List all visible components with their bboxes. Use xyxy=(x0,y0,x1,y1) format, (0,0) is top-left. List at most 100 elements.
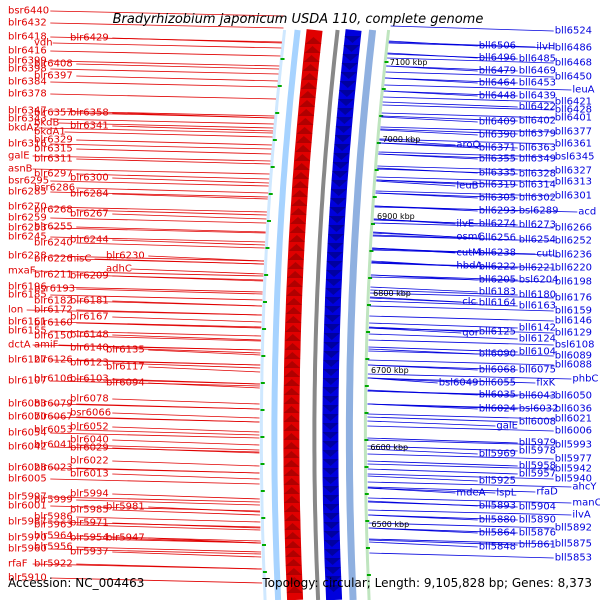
leader-line xyxy=(374,205,478,212)
gene-label: blr6140 xyxy=(70,343,109,354)
forward-cds-arrow xyxy=(337,108,354,115)
gene-label: hisC xyxy=(70,254,91,265)
forward-cds-arrow xyxy=(323,540,340,547)
forward-cds-arrow xyxy=(340,72,357,79)
leader-line xyxy=(112,213,267,220)
gene-label: bll5904 xyxy=(519,502,556,513)
leader-line xyxy=(367,500,478,507)
leader-line xyxy=(367,487,456,494)
leader-line xyxy=(50,577,263,584)
gene-label: adhC xyxy=(106,264,132,275)
gene-label: bll6524 xyxy=(555,26,592,37)
leader-line xyxy=(385,77,478,84)
gene-label: blr6315 xyxy=(34,144,73,155)
leader-line xyxy=(130,268,264,275)
leader-line xyxy=(367,463,554,470)
leader-line xyxy=(367,389,478,396)
gene-label: bll6180 xyxy=(519,290,556,301)
gene-label: bll6301 xyxy=(555,191,592,202)
leader-line xyxy=(375,192,478,199)
gc-marker xyxy=(261,517,266,519)
gene-label: blr6023 xyxy=(34,463,73,474)
forward-cds-arrow xyxy=(326,252,343,259)
leader-line xyxy=(112,239,265,246)
gene-label: asnB xyxy=(8,164,33,175)
reverse-cds-arrow xyxy=(283,388,300,395)
gene-label: blr6013 xyxy=(70,469,109,480)
gene-label: leuA xyxy=(572,85,594,96)
forward-cds-arrow xyxy=(322,387,339,394)
leader-line xyxy=(370,292,554,299)
leader-line xyxy=(370,289,518,296)
forward-cds-arrow xyxy=(338,99,355,106)
forward-cds-arrow xyxy=(335,126,352,133)
leader-line xyxy=(76,139,272,146)
gene-label: blr5947 xyxy=(106,533,145,544)
reverse-cds-arrow xyxy=(285,568,302,575)
leader-line xyxy=(76,173,270,180)
forward-cds-arrow xyxy=(322,405,339,412)
forward-cds-arrow xyxy=(338,90,355,97)
gene-label: blr6182 xyxy=(34,296,73,307)
reverse-cds-arrow xyxy=(283,370,300,377)
gene-label: bll6371 xyxy=(479,143,516,154)
gene-label: blr6297 xyxy=(34,169,73,180)
leader-line xyxy=(367,377,438,384)
forward-cds-arrow xyxy=(322,450,339,457)
reverse-cds-arrow xyxy=(286,586,303,593)
gene-label: bll6335 xyxy=(479,168,516,179)
leader-line xyxy=(367,377,478,384)
gene-label: qor xyxy=(462,328,479,339)
leader-line xyxy=(373,222,554,229)
leader-line xyxy=(387,52,478,59)
leader-line xyxy=(368,326,478,333)
reverse-cds-arrow xyxy=(294,154,311,161)
gene-label: bll6439 xyxy=(519,91,556,102)
gene-label: ilvH xyxy=(536,42,555,53)
leader-line xyxy=(148,382,260,389)
gene-label: bll6043 xyxy=(519,391,556,402)
gene-label: bll6328 xyxy=(519,169,556,180)
gc-marker xyxy=(364,412,369,414)
gene-label: bll5925 xyxy=(479,476,516,487)
leader-line xyxy=(76,148,272,155)
reverse-cds-arrow xyxy=(299,100,316,107)
forward-cds-arrow xyxy=(324,306,341,313)
leader-line xyxy=(50,548,262,555)
leader-line xyxy=(367,468,518,475)
feature-tracks xyxy=(259,29,391,600)
gene-label: bll6142 xyxy=(519,323,556,334)
gene-label: blr6432 xyxy=(8,18,47,29)
gene-label: bll6036 xyxy=(555,404,592,415)
gc-marker xyxy=(261,544,266,546)
gene-label: bsl6032 xyxy=(519,404,559,415)
leader-line xyxy=(380,129,478,136)
leader-line xyxy=(385,71,554,78)
gene-label: bll6469 xyxy=(519,66,556,77)
gene-label: manC xyxy=(572,498,600,509)
gene-label: blr6106 xyxy=(34,374,73,385)
forward-cds-arrow xyxy=(322,459,339,466)
reverse-cds-arrow xyxy=(283,433,300,440)
gene-label: blr6052 xyxy=(70,422,109,433)
leader-line xyxy=(50,496,260,503)
gene-label: bll6468 xyxy=(555,58,592,69)
leader-line xyxy=(370,274,478,281)
forward-cds-arrow xyxy=(322,396,339,403)
leader-line xyxy=(376,180,456,187)
leader-line xyxy=(112,275,264,282)
leader-line xyxy=(76,563,262,570)
accession-text: Accession: NC_004463 xyxy=(8,576,144,590)
gene-label: acd xyxy=(578,207,596,218)
gene-label: blr6230 xyxy=(106,251,145,262)
gene-label: blr6126 xyxy=(34,355,73,366)
inner-feature-ring xyxy=(363,29,391,600)
gc-marker xyxy=(381,88,386,90)
forward-cds-arrow xyxy=(324,567,341,574)
leader-line xyxy=(379,139,456,146)
gene-label: bsl6204 xyxy=(519,275,559,286)
gene-label: blr5964 xyxy=(34,531,73,542)
leader-line xyxy=(50,217,267,224)
gene-label: amiF xyxy=(34,340,59,351)
leader-line xyxy=(381,116,478,123)
